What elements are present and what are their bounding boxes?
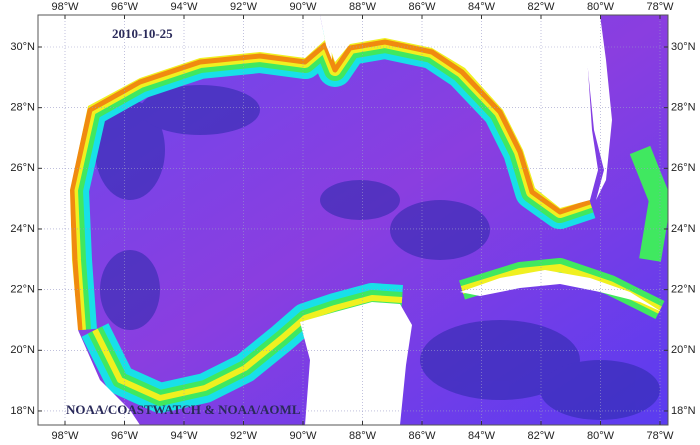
date-label: 2010-10-25 (112, 26, 173, 41)
lon-label: 96°W (111, 430, 139, 442)
lat-label: 22°N (671, 284, 696, 296)
lat-label: 26°N (10, 162, 35, 174)
lon-label: 88°W (349, 430, 377, 442)
lat-label: 24°N (10, 223, 35, 235)
lat-label: 30°N (671, 41, 696, 53)
lat-label: 18°N (671, 405, 696, 417)
lon-label: 90°W (289, 430, 317, 442)
map-image (38, 15, 668, 425)
lon-label: 84°W (468, 1, 496, 13)
lat-label: 28°N (10, 102, 35, 114)
lon-label: 90°W (289, 1, 317, 13)
lat-label: 22°N (10, 284, 35, 296)
land (38, 15, 662, 425)
lat-label: 20°N (10, 344, 35, 356)
credit-label: NOAA/COASTWATCH & NOAA/AOML (66, 402, 301, 417)
lon-label: 94°W (170, 1, 198, 13)
lon-label: 86°W (408, 430, 436, 442)
chlorophyll-patches (95, 85, 660, 420)
lon-label: 92°W (230, 1, 258, 13)
lon-label: 84°W (468, 430, 496, 442)
lat-label: 26°N (671, 162, 696, 174)
lon-label: 96°W (111, 1, 139, 13)
lon-label: 92°W (230, 430, 258, 442)
lon-label: 80°W (587, 1, 615, 13)
lat-label: 24°N (671, 223, 696, 235)
lat-label: 28°N (671, 102, 696, 114)
lon-label: 94°W (170, 430, 198, 442)
lon-label: 86°W (408, 1, 436, 13)
lon-label: 82°W (527, 430, 555, 442)
graticule (38, 15, 668, 425)
lat-label: 18°N (10, 405, 35, 417)
map-frame (37, 14, 669, 426)
lon-label: 82°W (527, 1, 555, 13)
lon-label: 98°W (51, 1, 79, 13)
lat-label: 20°N (671, 344, 696, 356)
lon-label: 88°W (349, 1, 377, 13)
lon-label: 98°W (51, 430, 79, 442)
lon-label: 78°W (646, 1, 674, 13)
lon-label: 80°W (587, 430, 615, 442)
lon-label: 78°W (646, 430, 674, 442)
lat-label: 30°N (10, 41, 35, 53)
